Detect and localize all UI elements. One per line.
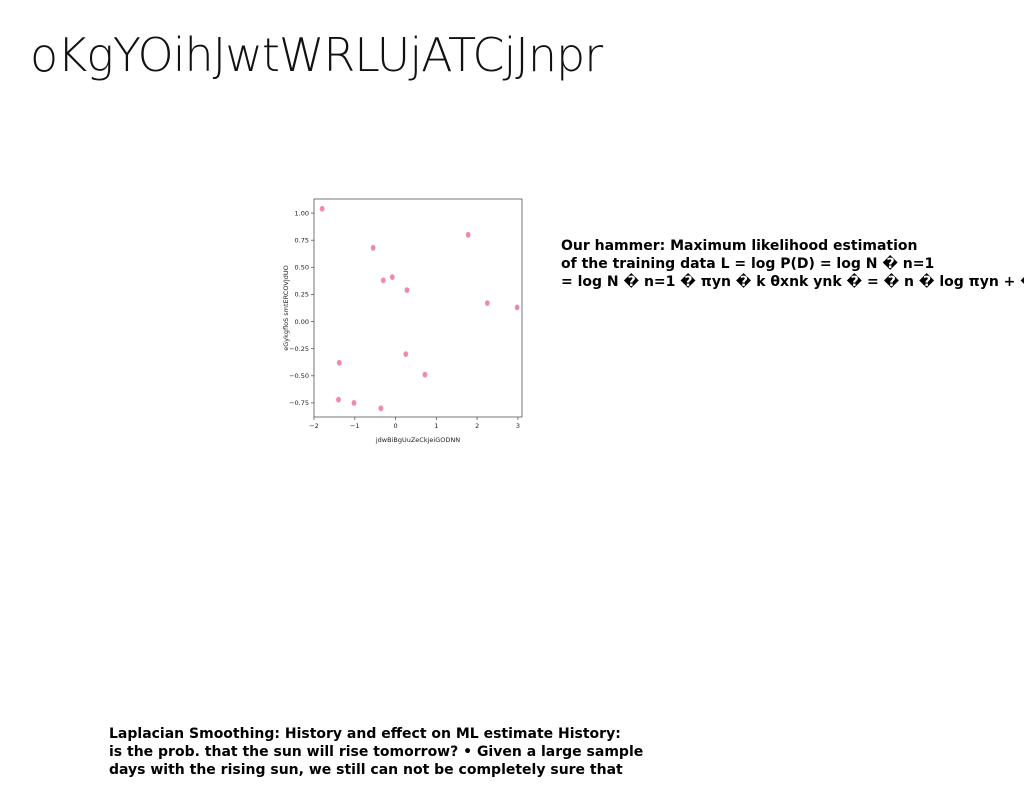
y-tick-label: 1.00 [295,209,309,217]
scatter-point [465,231,471,238]
page-title: oKgYOihJwtWRLUjATCjJnpr [30,28,603,82]
y-tick-label: 0.25 [295,291,309,299]
scatter-chart: 1.00 0.75 0.50 0.25 0.00 −0.25 −0.50 −0.75 −2 −1… [276,190,532,452]
x-tick-label: 3 [516,422,520,430]
chart-canvas: 1.00 0.75 0.50 0.25 0.00 −0.25 −0.50 −0.75 −2 −1… [282,198,523,444]
scatter-point [336,396,341,403]
x-tick-label: −2 [309,422,319,430]
mle-text-line: Our hammer: Maximum likelihood estimatio… [561,238,918,254]
scatter-point [389,274,395,280]
scatter-point [403,351,409,357]
scatter-point [319,205,325,212]
x-axis: −2 −1 0 1 2 3 [309,417,520,430]
laplacian-text-line: Laplacian Smoothing: History and effect … [109,726,621,742]
y-tick-label: 0.50 [295,264,309,272]
laplacian-text-line: days with the rising sun, we still can n… [109,762,623,778]
y-tick-label: −0.25 [289,345,309,353]
scatter-point [378,405,384,412]
plot-area-frame [313,198,523,418]
scatter-point [370,244,376,251]
scatter-point [484,300,490,307]
laplacian-text-block: Laplacian Smoothing: History and effect … [109,725,643,779]
x-tick-label: 2 [475,422,479,430]
y-axis-label: eGykgfloS smtERCOVJdUO [282,265,290,351]
mle-text-line: = log N � n=1 � πyn � k θxnk ynk � = � n… [561,274,1024,290]
data-points [319,205,520,412]
y-tick-label: −0.75 [289,399,309,407]
scatter-point [514,304,520,311]
x-tick-label: −1 [350,422,360,430]
mle-text-block: Our hammer: Maximum likelihood estimatio… [561,237,1024,291]
y-tick-label: 0.00 [295,318,309,326]
laplacian-text-line: is the prob. that the sun will rise tomo… [109,744,644,760]
scatter-point [422,371,428,378]
scatter-point [380,277,386,284]
scatter-point [336,359,342,366]
x-axis-label: jdwBiBgUuZeCkjeiGODNN [375,436,460,444]
y-tick-label: −0.50 [289,372,309,380]
scatter-point [351,400,357,406]
y-tick-label: 0.75 [295,236,309,244]
mle-text-line: of the training data L = log P(D) = log … [561,256,935,272]
scatter-point [404,287,410,294]
x-tick-label: 0 [393,422,397,430]
x-tick-label: 1 [434,422,438,430]
y-axis: 1.00 0.75 0.50 0.25 0.00 −0.25 −0.50 −0.75 [289,209,314,407]
